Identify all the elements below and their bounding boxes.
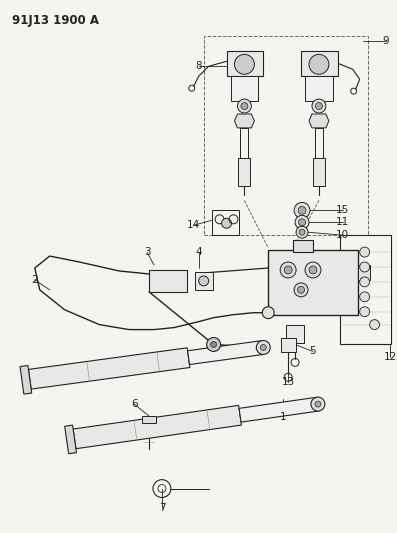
Bar — [340, 235, 391, 344]
Circle shape — [256, 341, 270, 354]
Text: 91J13 1900 A: 91J13 1900 A — [12, 14, 99, 27]
Circle shape — [294, 283, 308, 297]
Bar — [149, 270, 187, 292]
Bar — [281, 337, 296, 352]
Text: 9: 9 — [382, 36, 389, 46]
Text: 14: 14 — [187, 220, 200, 230]
Bar — [301, 51, 338, 76]
Circle shape — [257, 342, 269, 353]
Bar — [239, 158, 251, 185]
Bar — [231, 76, 258, 101]
Bar — [315, 128, 323, 158]
Circle shape — [370, 320, 380, 329]
Text: 6: 6 — [131, 399, 137, 409]
Bar — [142, 416, 156, 423]
Circle shape — [299, 219, 306, 226]
Text: 2: 2 — [31, 275, 38, 285]
Text: 13: 13 — [281, 377, 295, 387]
Circle shape — [262, 306, 274, 319]
Text: 7: 7 — [159, 504, 165, 513]
Bar — [305, 76, 333, 101]
Bar — [241, 128, 249, 158]
Text: 12: 12 — [384, 352, 397, 362]
Bar — [313, 158, 325, 185]
Circle shape — [360, 277, 370, 287]
Bar — [268, 250, 358, 314]
Text: 11: 11 — [336, 217, 349, 227]
Circle shape — [211, 342, 217, 348]
Circle shape — [222, 219, 231, 228]
Circle shape — [360, 292, 370, 302]
Circle shape — [199, 276, 209, 286]
Circle shape — [360, 247, 370, 257]
Circle shape — [298, 206, 306, 214]
Circle shape — [207, 337, 221, 351]
Circle shape — [315, 401, 321, 407]
Circle shape — [235, 54, 254, 74]
Text: 4: 4 — [195, 247, 202, 257]
Bar — [358, 265, 370, 280]
Polygon shape — [188, 341, 264, 365]
Circle shape — [360, 306, 370, 317]
Circle shape — [311, 397, 325, 411]
Circle shape — [295, 215, 309, 229]
Circle shape — [241, 102, 248, 109]
Bar — [293, 240, 313, 252]
Circle shape — [280, 262, 296, 278]
Circle shape — [299, 229, 305, 235]
Circle shape — [296, 227, 308, 238]
Circle shape — [294, 203, 310, 219]
Circle shape — [284, 266, 292, 274]
Circle shape — [260, 344, 266, 351]
Circle shape — [305, 262, 321, 278]
Circle shape — [316, 102, 322, 109]
Text: 3: 3 — [144, 247, 150, 257]
Text: 5: 5 — [310, 346, 316, 357]
Circle shape — [312, 99, 326, 113]
Bar — [212, 211, 239, 235]
Polygon shape — [239, 397, 319, 422]
Bar — [195, 272, 213, 290]
Polygon shape — [65, 425, 77, 454]
Text: 15: 15 — [336, 205, 349, 215]
Polygon shape — [309, 114, 329, 128]
Bar — [227, 51, 263, 76]
Circle shape — [237, 99, 251, 113]
Text: 10: 10 — [336, 230, 349, 240]
Text: 1: 1 — [280, 412, 287, 422]
Text: 8: 8 — [195, 61, 202, 71]
Polygon shape — [20, 366, 32, 394]
Polygon shape — [73, 406, 241, 449]
Polygon shape — [235, 114, 254, 128]
Polygon shape — [29, 348, 190, 389]
Circle shape — [360, 262, 370, 272]
Circle shape — [298, 286, 304, 293]
Circle shape — [309, 54, 329, 74]
Bar — [286, 325, 304, 343]
Circle shape — [309, 266, 317, 274]
Bar — [204, 36, 368, 235]
